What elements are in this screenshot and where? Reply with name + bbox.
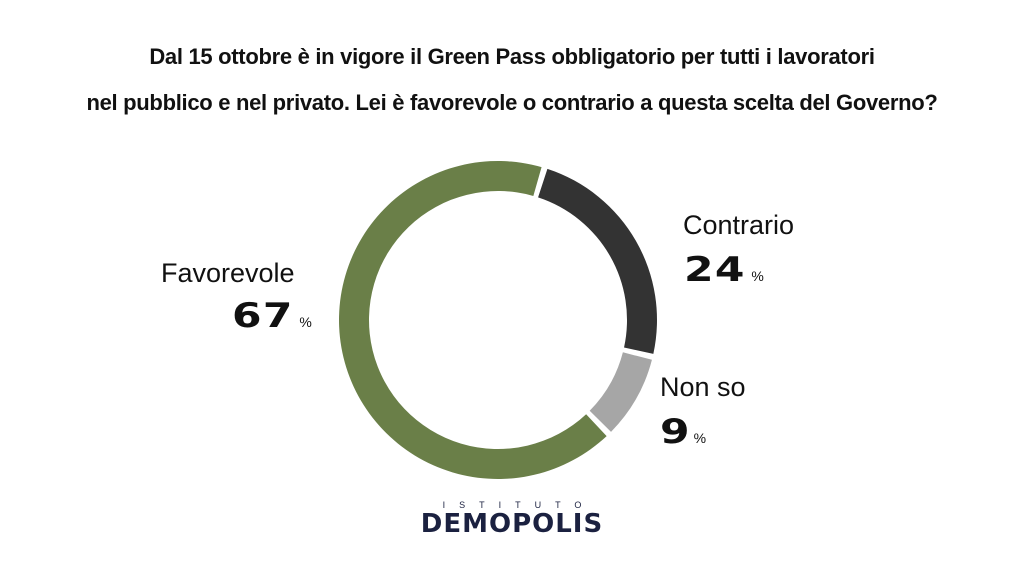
donut-slice-favorevole (339, 160, 607, 479)
label-favorevole: Favorevole (161, 258, 295, 288)
chart-title-line-2: nel pubblico e nel privato. Lei è favore… (86, 90, 938, 115)
logo-demopolis: DEMOPOLIS (420, 509, 604, 539)
value-non-so-percent: % (693, 430, 707, 446)
logo-istituto: ISTITUTO (442, 500, 596, 510)
value-favorevole-percent: % (299, 314, 312, 330)
label-contrario: Contrario (683, 210, 795, 240)
value-contrario: 24% (684, 250, 764, 290)
value-non-so: 9% (660, 412, 706, 452)
chart-title-line-1: Dal 15 ottobre è in vigore il Green Pass… (149, 44, 875, 69)
value-non-so-number: 9 (660, 412, 691, 452)
demopolis-logo: ISTITUTO DEMOPOLIS (382, 500, 642, 539)
value-favorevole-number: 67 (232, 296, 294, 336)
label-non-so: Non so (660, 372, 746, 402)
donut-slice-contrario (538, 168, 657, 354)
value-contrario-percent: % (751, 268, 764, 284)
value-favorevole: 67% (232, 296, 312, 336)
value-contrario-number: 24 (684, 250, 746, 290)
donut-slice-non-so (589, 352, 652, 432)
